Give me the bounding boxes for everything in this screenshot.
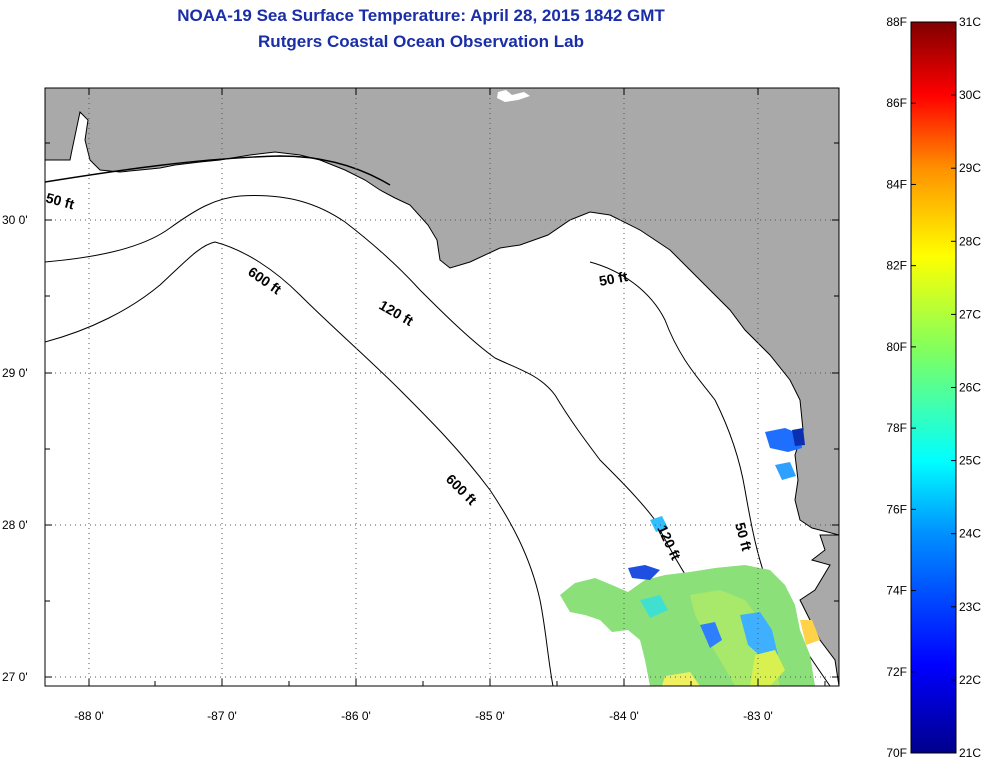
lon-label: -88 0' xyxy=(74,709,104,723)
lat-label: 29 0' xyxy=(2,366,28,380)
lon-label: -84 0' xyxy=(609,709,639,723)
colorbar-label-f: 88F xyxy=(886,15,907,29)
contour-label: 50 ft xyxy=(732,521,755,553)
colorbar-label-f: 80F xyxy=(886,340,907,354)
colorbar-label-c: 29C xyxy=(959,161,981,175)
colorbar-label-f: 78F xyxy=(886,421,907,435)
colorbar-label-c: 23C xyxy=(959,600,981,614)
map-subtitle: Rutgers Coastal Ocean Observation Lab xyxy=(258,32,584,51)
colorbar-fahrenheit-labels: 88F 86F 84F 82F 80F 78F 76F 74F 72F 70F xyxy=(886,15,907,760)
colorbar-celsius-labels: 31C 30C 29C 28C 27C 26C 25C 24C 23C 22C 21C xyxy=(959,15,981,760)
lon-label: -86 0' xyxy=(341,709,371,723)
colorbar-label-c: 31C xyxy=(959,15,981,29)
inland-lake xyxy=(497,90,530,102)
colorbar-label-f: 72F xyxy=(886,665,907,679)
contour-120ft xyxy=(45,195,791,686)
sst-data-patches xyxy=(560,428,820,686)
colorbar-label-c: 24C xyxy=(959,527,981,541)
contour-label: 50 ft xyxy=(598,268,629,289)
map-frame xyxy=(44,87,840,687)
land-mass xyxy=(45,88,839,686)
lat-label: 27 0' xyxy=(2,670,28,684)
map-title: NOAA-19 Sea Surface Temperature: April 2… xyxy=(177,6,665,25)
axis-ticks xyxy=(45,88,839,686)
colorbar-label-c: 21C xyxy=(959,746,981,760)
contour-600ft xyxy=(45,241,554,686)
colorbar-label-f: 84F xyxy=(886,177,907,191)
colorbar xyxy=(910,21,957,754)
colorbar-label-f: 74F xyxy=(886,584,907,598)
contour-label: 50 ft xyxy=(44,189,76,212)
lat-label: 28 0' xyxy=(2,518,28,532)
colorbar-label-c: 27C xyxy=(959,307,981,321)
colorbar-ticks xyxy=(911,21,956,754)
lon-label: -83 0' xyxy=(743,709,773,723)
colorbar-label-f: 70F xyxy=(886,746,907,760)
colorbar-label-c: 25C xyxy=(959,454,981,468)
lat-label: 30 0' xyxy=(2,213,28,227)
lon-label: -85 0' xyxy=(475,709,505,723)
lon-label: -87 0' xyxy=(207,709,237,723)
contour-50ft-west xyxy=(45,155,391,186)
colorbar-label-f: 86F xyxy=(886,96,907,110)
colorbar-label-c: 22C xyxy=(959,673,981,687)
colorbar-label-f: 82F xyxy=(886,259,907,273)
colorbar-label-f: 76F xyxy=(886,502,907,516)
colorbar-label-c: 28C xyxy=(959,234,981,248)
colorbar-label-c: 26C xyxy=(959,381,981,395)
colorbar-label-c: 30C xyxy=(959,88,981,102)
